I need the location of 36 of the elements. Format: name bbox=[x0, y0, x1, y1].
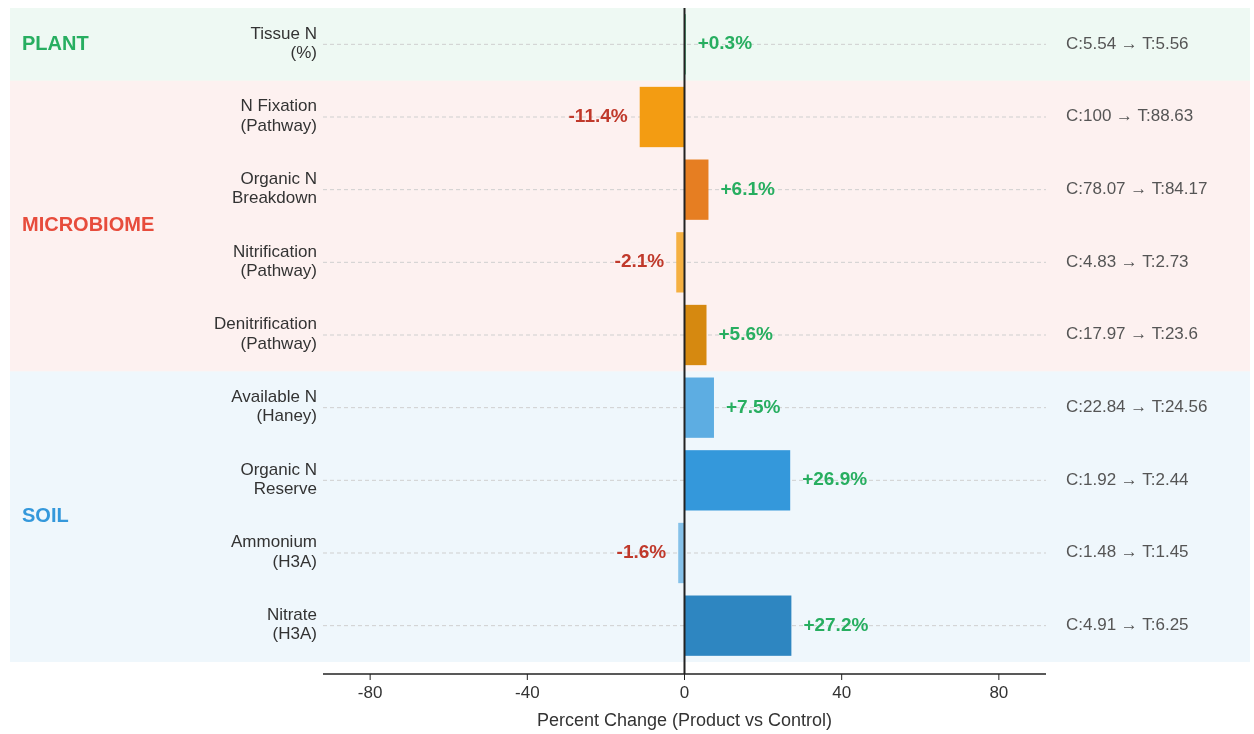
band-label: SOIL bbox=[22, 503, 69, 526]
y-tick-label: Tissue N (%) bbox=[250, 24, 317, 63]
y-tick-label: Nitrate (H3A) bbox=[266, 605, 317, 644]
y-tick-label: Nitrification (Pathway) bbox=[232, 242, 317, 281]
y-tick-label: Organic N Reserve bbox=[240, 460, 317, 499]
text: C:17.97 → T:23.6 bbox=[1066, 324, 1198, 344]
data-label: +5.6% bbox=[718, 323, 774, 345]
data-label: +0.3% bbox=[697, 32, 753, 54]
band-label: PLANT bbox=[22, 31, 89, 54]
text: C:78.07 → T:84.17 bbox=[1066, 179, 1208, 199]
data-label: +26.9% bbox=[802, 468, 868, 490]
y-tick-label: N Fixation (Pathway) bbox=[240, 96, 317, 136]
text: C:4.83 → T:2.73 bbox=[1066, 251, 1189, 271]
data-label: -1.6% bbox=[616, 541, 667, 563]
x-tick-label: 80 bbox=[989, 683, 1009, 703]
data-label: +7.5% bbox=[725, 395, 781, 417]
text: C:22.84 → T:24.56 bbox=[1066, 397, 1208, 417]
x-tick-label: -40 bbox=[515, 683, 540, 703]
y-tick-label: Available N (Haney) bbox=[231, 387, 317, 426]
text: C:4.91 → T:6.25 bbox=[1066, 615, 1189, 635]
data-label: -11.4% bbox=[568, 105, 628, 127]
data-label: +27.2% bbox=[803, 613, 869, 635]
y-tick-label: Organic N Breakdown bbox=[231, 169, 317, 208]
data-label: +6.1% bbox=[720, 177, 775, 199]
data-label: -2.1% bbox=[614, 250, 665, 272]
x-axis-title: Percent Change (Product vs Control) bbox=[536, 709, 833, 730]
text: C:1.48 → T:1.45 bbox=[1066, 542, 1189, 562]
text: C:100 → T:88.63 bbox=[1066, 106, 1194, 126]
text: C:1.92 → T:2.44 bbox=[1066, 469, 1189, 489]
y-tick-label: Denitrification (Pathway) bbox=[214, 314, 317, 354]
x-tick-label: 0 bbox=[679, 683, 690, 703]
band-label: MICROBIOME bbox=[22, 213, 155, 236]
y-tick-label: Ammonium (H3A) bbox=[231, 532, 317, 572]
text: C:5.54 → T:5.56 bbox=[1066, 33, 1189, 53]
x-tick-label: 40 bbox=[832, 683, 852, 703]
x-tick-label: -80 bbox=[357, 683, 383, 703]
